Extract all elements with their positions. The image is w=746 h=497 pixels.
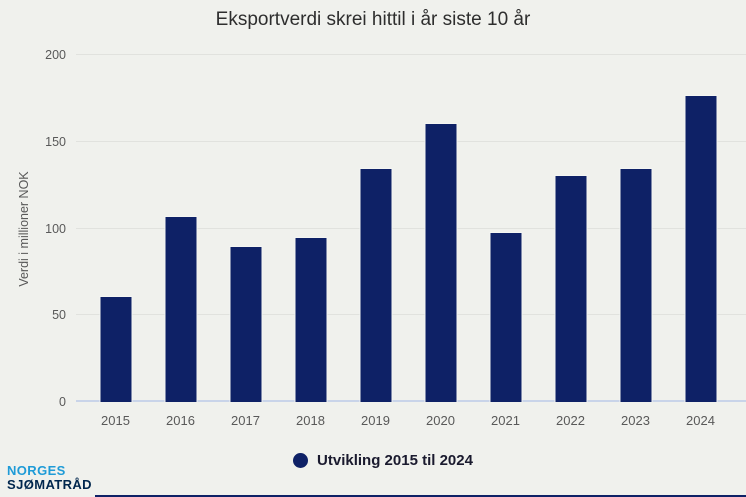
bar-2023[interactable] (619, 167, 652, 402)
x-tick-label-2016: 2016 (166, 413, 195, 428)
bar-2019[interactable] (359, 167, 392, 402)
y-tick-label-0: 0 (59, 395, 66, 409)
bar-slot-2022: 2022 (538, 55, 603, 428)
bottom-border-line (95, 495, 746, 497)
x-tick-label-2024: 2024 (686, 413, 715, 428)
bar-slot-2024: 2024 (668, 55, 733, 428)
legend-marker-icon (293, 452, 309, 468)
gridline-50 (76, 314, 746, 316)
bar-slot-2017: 2017 (213, 55, 278, 428)
legend-label: Utvikling 2015 til 2024 (317, 451, 473, 469)
bar-slot-2015: 2015 (83, 55, 148, 428)
x-tick-label-2021: 2021 (491, 413, 520, 428)
gridline-200 (76, 54, 746, 55)
bar-2021[interactable] (489, 231, 522, 402)
bar-2016[interactable] (164, 216, 197, 402)
logo-line-norges: NORGES (7, 463, 66, 478)
legend-item[interactable]: Utvikling 2015 til 2024 (20, 451, 746, 469)
x-tick-label-2020: 2020 (426, 413, 455, 428)
x-tick-label-2018: 2018 (296, 413, 325, 428)
bar-slot-2023: 2023 (603, 55, 668, 428)
x-tick-label-2017: 2017 (231, 413, 260, 428)
bar-slot-2018: 2018 (278, 55, 343, 428)
bar-slot-2016: 2016 (148, 55, 213, 428)
bar-2015[interactable] (99, 296, 132, 402)
x-tick-label-2023: 2023 (621, 413, 650, 428)
x-axis-baseline (76, 400, 746, 402)
x-tick-label-2019: 2019 (361, 413, 390, 428)
y-tick-label-150: 150 (45, 134, 66, 149)
norges-sjomatrad-logo: NORGES SJØMATRÅD (7, 464, 92, 492)
y-tick-label-200: 200 (45, 48, 66, 62)
bar-slot-2019: 2019 (343, 55, 408, 428)
gridline-150 (76, 140, 746, 142)
bar-2018[interactable] (294, 237, 327, 402)
x-tick-label-2022: 2022 (556, 413, 585, 428)
bar-2020[interactable] (424, 122, 457, 402)
x-tick-label-2015: 2015 (101, 413, 130, 428)
bar-slot-2020: 2020 (408, 55, 473, 428)
bar-slot-2021: 2021 (473, 55, 538, 428)
bar-2017[interactable] (229, 245, 262, 402)
bars-container: 2015 2016 2017 2018 2019 2020 2021 2022 2023 2024 (83, 55, 733, 428)
bar-2022[interactable] (554, 174, 587, 402)
plot-area: 0 50 100 150 200 2015 2016 2017 2018 2019 2020 2021… (0, 48, 746, 428)
logo-line-sjomatrad: SJØMATRÅD (7, 477, 92, 492)
y-tick-label-100: 100 (45, 221, 66, 236)
y-tick-label-50: 50 (52, 308, 66, 323)
chart-title: Eksportverdi skrei hittil i år siste 10 … (215, 9, 531, 30)
bar-2024[interactable] (684, 94, 717, 402)
gridline-100 (76, 227, 746, 229)
